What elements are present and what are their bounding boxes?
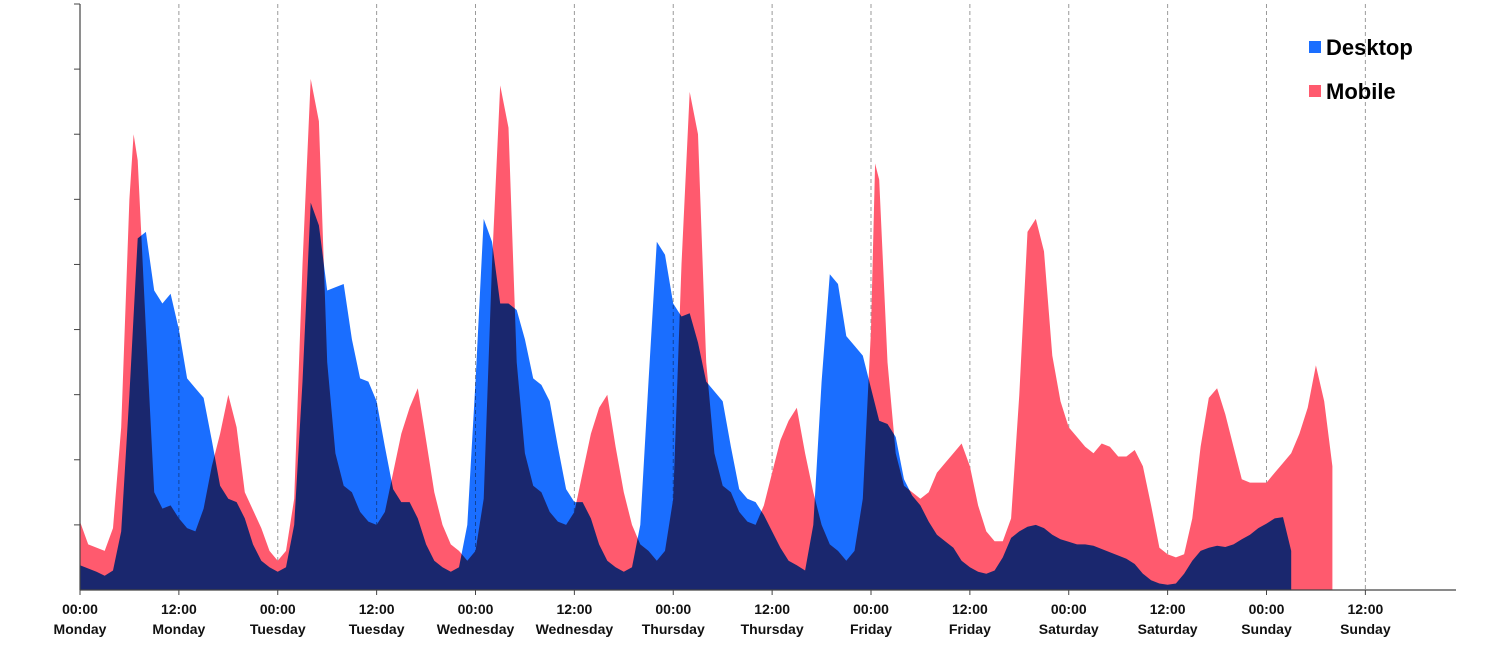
- x-tick-labels: 00:00 Monday 12:00 Monday 00:00 Tuesday 12:00 T…: [54, 590, 1391, 637]
- x-tick-day-label: Saturday: [1039, 621, 1099, 637]
- series-desktop-area: [80, 202, 1292, 590]
- x-tick-day-label: Sunday: [1340, 621, 1391, 637]
- legend: Desktop Mobile: [1309, 35, 1413, 104]
- x-tick-time-label: 00:00: [260, 601, 296, 617]
- x-tick-time-label: 00:00: [655, 601, 691, 617]
- legend-label-mobile: Mobile: [1326, 79, 1396, 104]
- x-tick-day-label: Tuesday: [349, 621, 405, 637]
- x-tick-day-label: Tuesday: [250, 621, 306, 637]
- x-tick-time-label: 12:00: [754, 601, 790, 617]
- x-tick-time-label: 00:00: [458, 601, 494, 617]
- x-tick-time-label: 12:00: [359, 601, 395, 617]
- x-tick-day-label: Monday: [54, 621, 107, 637]
- x-tick-day-label: Thursday: [741, 621, 804, 637]
- x-tick-day-label: Friday: [850, 621, 892, 637]
- x-tick-time-label: 00:00: [1249, 601, 1285, 617]
- x-tick-time-label: 00:00: [853, 601, 889, 617]
- x-tick-time-label: 00:00: [1051, 601, 1087, 617]
- x-tick-time-label: 12:00: [556, 601, 592, 617]
- x-tick-time-label: 12:00: [952, 601, 988, 617]
- x-tick-day-label: Thursday: [642, 621, 705, 637]
- series-areas: [80, 78, 1333, 591]
- x-tick-time-label: 12:00: [161, 601, 197, 617]
- x-tick-day-label: Monday: [152, 621, 205, 637]
- legend-swatch-desktop: [1309, 41, 1321, 53]
- x-tick-day-label: Friday: [949, 621, 991, 637]
- series-mobile-area: [80, 78, 1333, 591]
- x-tick-day-label: Sunday: [1241, 621, 1292, 637]
- x-tick-time-label: 12:00: [1347, 601, 1383, 617]
- x-tick-time-label: 12:00: [1150, 601, 1186, 617]
- x-tick-day-label: Wednesday: [437, 621, 515, 637]
- legend-swatch-mobile: [1309, 85, 1321, 97]
- axes: [74, 3, 1456, 591]
- x-tick-day-label: Saturday: [1138, 621, 1198, 637]
- x-tick-day-label: Wednesday: [536, 621, 614, 637]
- x-tick-time-label: 00:00: [62, 601, 98, 617]
- legend-label-desktop: Desktop: [1326, 35, 1413, 60]
